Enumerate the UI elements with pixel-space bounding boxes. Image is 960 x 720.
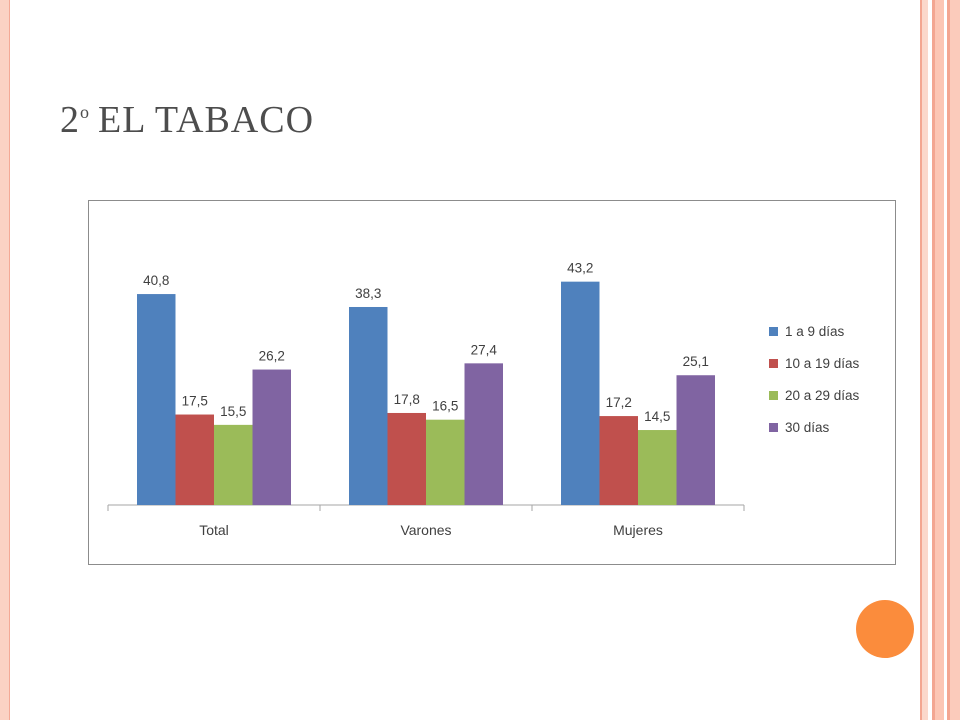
bar-2	[387, 412, 426, 505]
bar-1	[561, 281, 600, 505]
bar-2	[599, 416, 638, 505]
slide-title: 2o EL TABACO	[60, 98, 314, 142]
legend-entry: 30 días	[785, 420, 830, 435]
orange-circle-decoration	[856, 600, 914, 658]
bar-3	[426, 419, 465, 505]
data-label: 17,5	[182, 394, 208, 409]
bar-4	[252, 369, 291, 505]
data-label: 16,5	[432, 399, 458, 414]
data-label: 26,2	[259, 349, 285, 364]
title-text: EL TABACO	[98, 99, 315, 141]
left-border-decoration	[0, 0, 10, 720]
title-superscript: o	[80, 102, 90, 122]
x-tick-label: Varones	[400, 522, 451, 538]
data-label: 14,5	[644, 409, 670, 424]
legend-swatch	[769, 391, 778, 400]
data-label: 17,2	[606, 395, 632, 410]
legend-swatch	[769, 327, 778, 336]
legend-entry: 20 a 29 días	[785, 388, 860, 403]
legend-entry: 10 a 19 días	[785, 356, 860, 371]
x-tick-label: Total	[199, 522, 229, 538]
data-label: 38,3	[355, 286, 381, 301]
bar-3	[638, 430, 677, 505]
legend-entry: 1 a 9 días	[785, 324, 845, 339]
bar-chart: 40,8 17,5 15,5 26,2 Total 38,3 17,8 16,5 27,4 Var…	[107, 261, 860, 538]
x-tick-label: Mujeres	[613, 522, 663, 538]
bar-1	[349, 306, 388, 505]
data-label: 40,8	[143, 273, 169, 288]
title-number: 2	[60, 99, 80, 141]
bar-4	[464, 363, 503, 505]
bar-1	[137, 294, 176, 505]
bar-2	[175, 414, 214, 505]
bar-4	[676, 375, 715, 505]
data-label: 17,8	[394, 392, 420, 407]
chart-frame: 40,8 17,5 15,5 26,2 Total 38,3 17,8 16,5 27,4 Var…	[88, 200, 896, 565]
data-label: 25,1	[683, 354, 709, 369]
legend-swatch	[769, 423, 778, 432]
data-label: 27,4	[471, 342, 498, 357]
data-label: 15,5	[220, 404, 246, 419]
data-label: 43,2	[567, 261, 593, 276]
bar-3	[214, 424, 253, 505]
right-stripes-decoration	[918, 0, 960, 720]
legend-swatch	[769, 359, 778, 368]
